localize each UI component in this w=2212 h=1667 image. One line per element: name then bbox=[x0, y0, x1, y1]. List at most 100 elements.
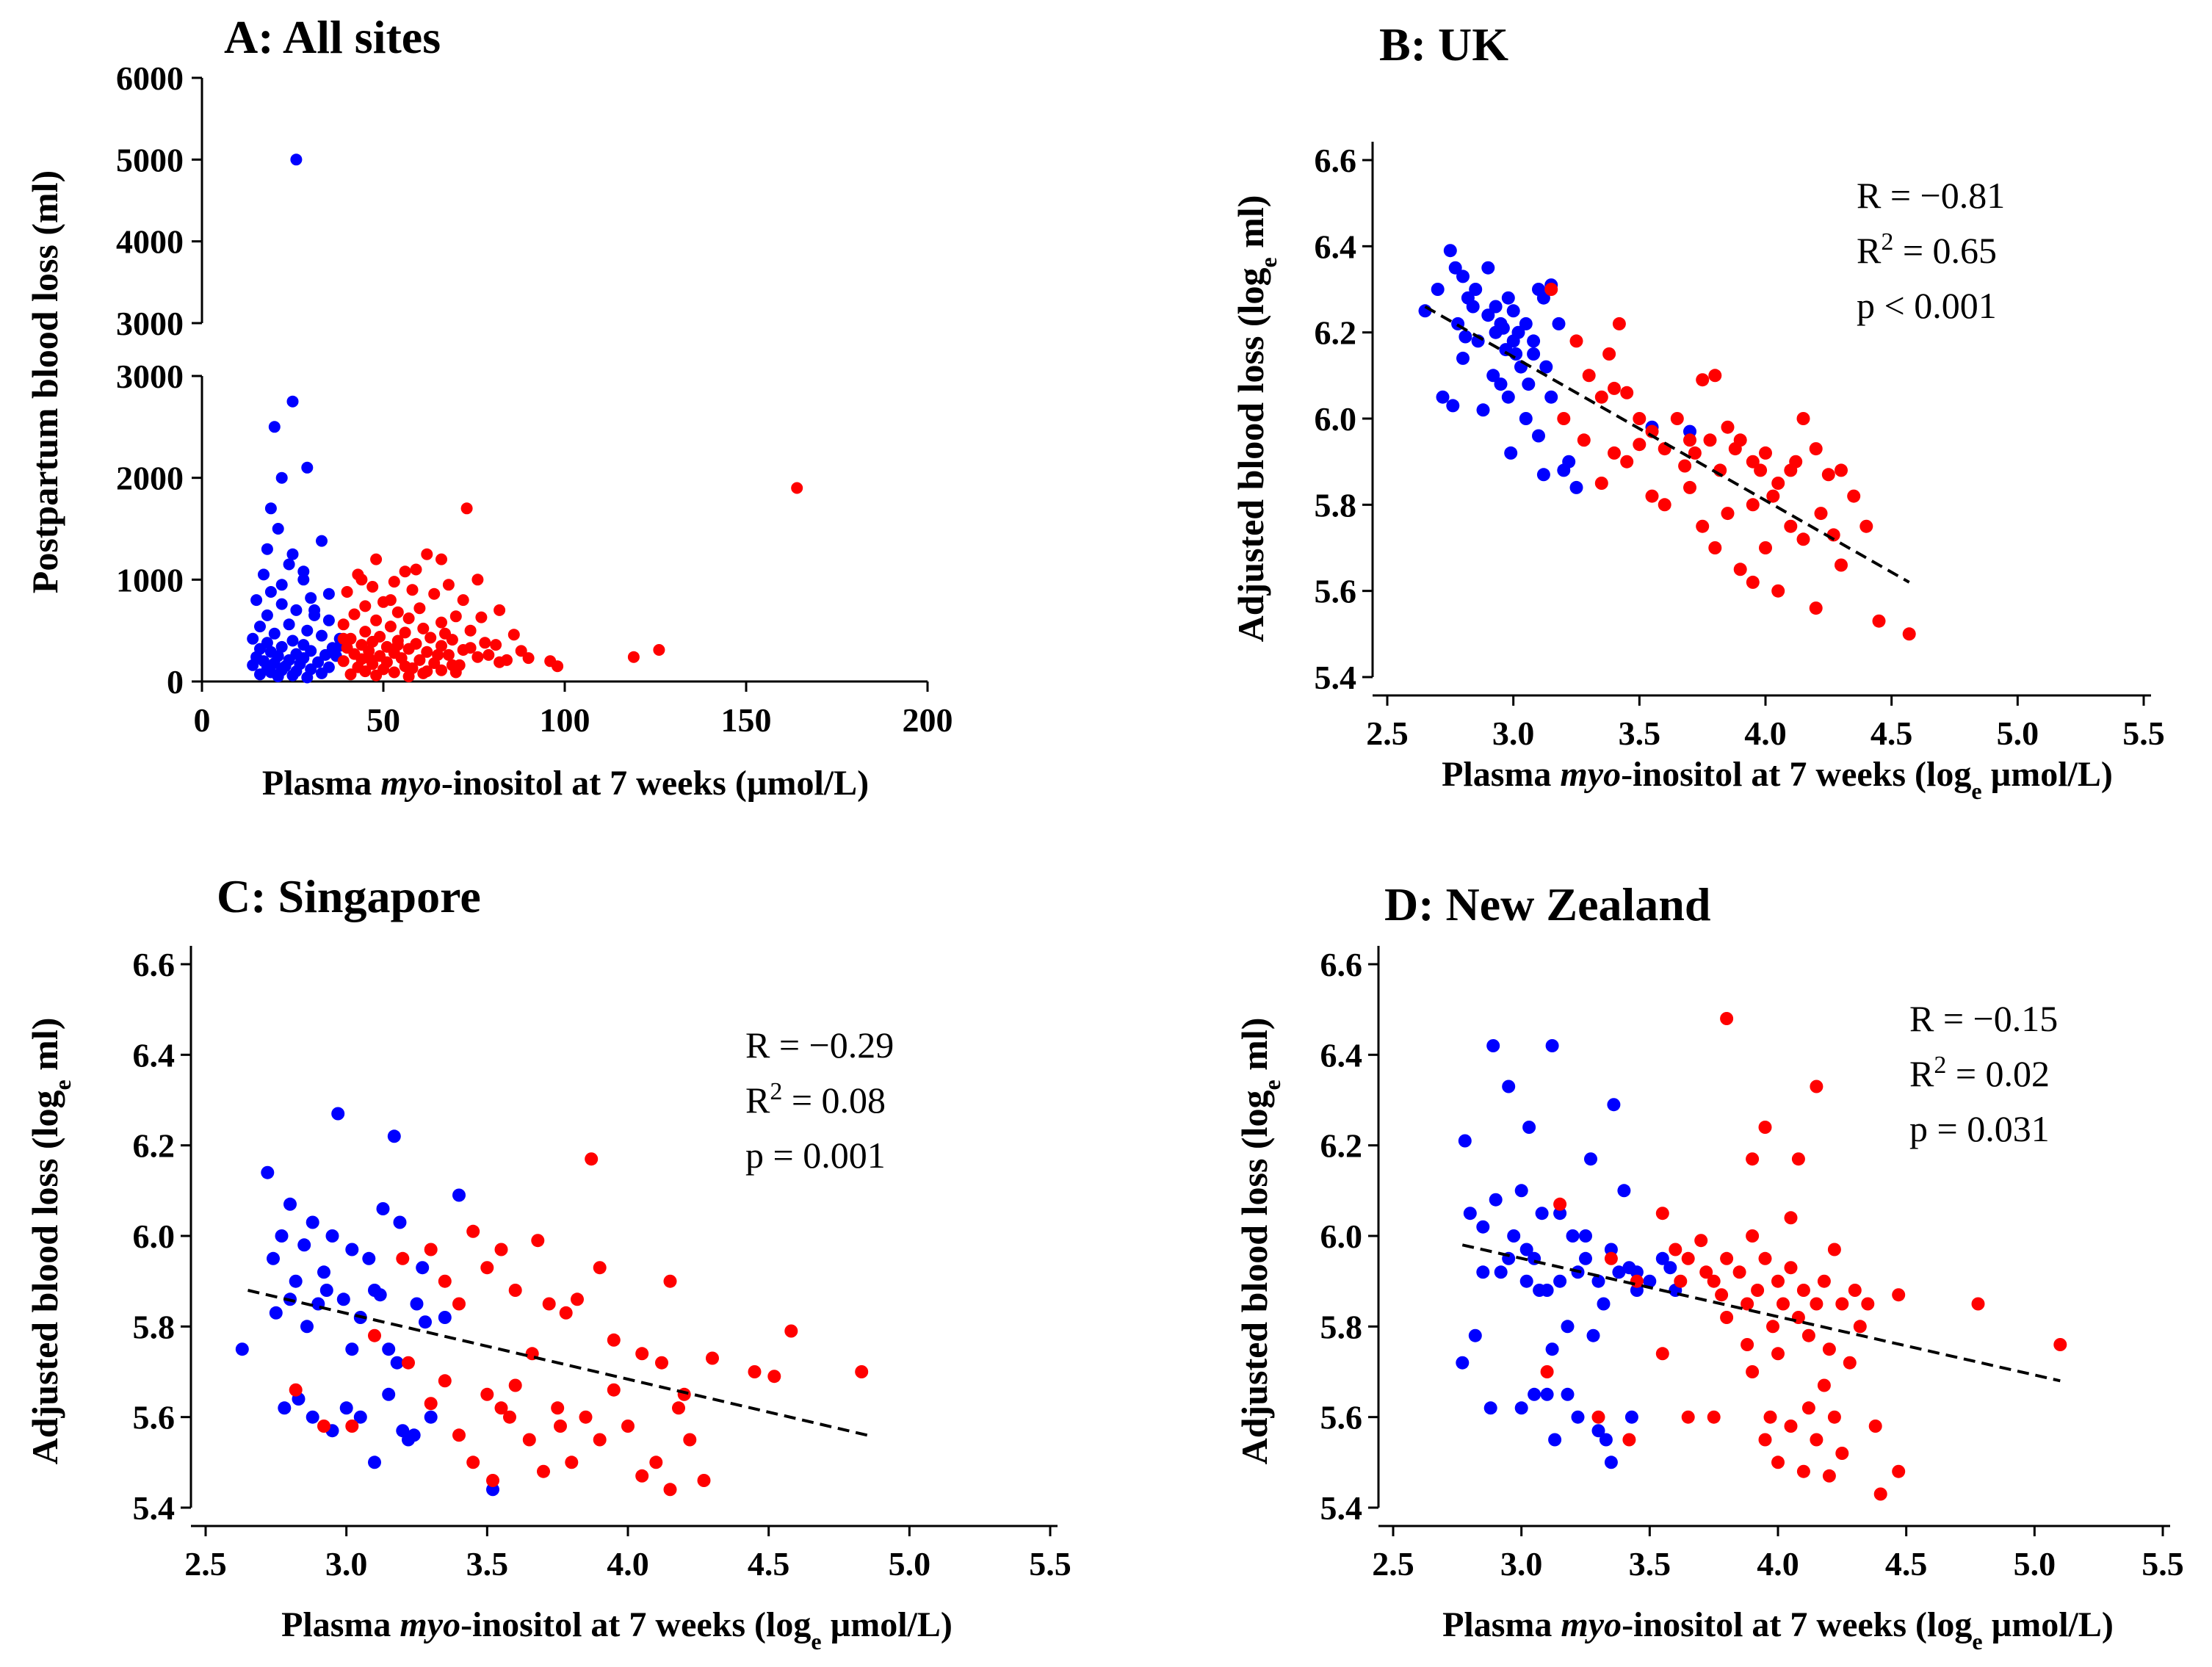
y-tick-label: 6.6 bbox=[133, 946, 176, 983]
scatter-point bbox=[1721, 420, 1735, 434]
scatter-point bbox=[316, 629, 328, 642]
scatter-point bbox=[1721, 507, 1735, 521]
scatter-point bbox=[1504, 446, 1518, 460]
scatter-point bbox=[1456, 351, 1470, 365]
scatter-point bbox=[1643, 1274, 1657, 1288]
scatter-point bbox=[748, 1365, 762, 1378]
scatter-point bbox=[297, 574, 310, 586]
series-low bbox=[247, 153, 346, 684]
y-tick-label: 5.4 bbox=[133, 1489, 176, 1527]
series-low bbox=[1456, 1039, 1683, 1469]
scatter-point bbox=[1448, 261, 1462, 275]
x-tick-label: 4.5 bbox=[1871, 715, 1913, 752]
scatter-point bbox=[391, 606, 404, 618]
y-axis-label: Postpartum blood loss (ml) bbox=[24, 170, 65, 593]
scatter-point bbox=[1528, 1387, 1541, 1401]
scatter-point bbox=[1784, 519, 1798, 533]
scatter-point bbox=[494, 1243, 508, 1256]
scatter-point bbox=[1796, 412, 1810, 425]
scatter-point bbox=[1633, 438, 1647, 452]
scatter-point bbox=[366, 635, 379, 648]
scatter-point bbox=[627, 651, 640, 663]
scatter-point bbox=[1658, 498, 1671, 512]
scatter-point bbox=[855, 1365, 869, 1378]
scatter-point bbox=[559, 1306, 573, 1320]
scatter-point bbox=[452, 1428, 466, 1442]
scatter-point bbox=[1620, 455, 1634, 469]
scatter-point bbox=[322, 587, 335, 600]
scatter-point bbox=[1827, 1410, 1841, 1424]
scatter-point bbox=[1469, 283, 1483, 296]
scatter-point bbox=[663, 1483, 677, 1497]
scatter-point bbox=[1720, 1311, 1734, 1324]
scatter-point bbox=[406, 584, 419, 596]
scatter-point bbox=[1681, 1410, 1695, 1424]
y-tick-label: 6.0 bbox=[1315, 400, 1357, 438]
scatter-point bbox=[1843, 1356, 1857, 1370]
scatter-point bbox=[1733, 563, 1747, 576]
x-tick-label: 2.5 bbox=[1372, 1545, 1414, 1583]
y-tick-label: 5000 bbox=[116, 141, 184, 178]
scatter-point bbox=[1571, 1410, 1585, 1424]
scatter-point bbox=[362, 1251, 376, 1265]
stats-box: R = −0.15 R2 = 0.02 p = 0.031 bbox=[1909, 998, 2058, 1149]
scatter-point bbox=[286, 669, 299, 681]
scatter-point bbox=[319, 1284, 333, 1297]
scatter-point bbox=[593, 1433, 607, 1447]
scatter-point bbox=[1552, 317, 1566, 330]
scatter-point bbox=[1859, 519, 1873, 533]
scatter-point bbox=[393, 1215, 407, 1229]
scatter-point bbox=[1645, 489, 1659, 503]
scatter-point bbox=[261, 1165, 275, 1179]
y-tick-label: 5.8 bbox=[1315, 486, 1357, 524]
scatter-point bbox=[402, 670, 415, 683]
scatter-point bbox=[1771, 477, 1785, 490]
y-tick-label: 6.6 bbox=[1315, 142, 1357, 179]
y-axis-label: Adjusted blood loss (loge ml) bbox=[24, 1018, 76, 1465]
scatter-point bbox=[1817, 1274, 1831, 1288]
scatter-point bbox=[387, 1129, 401, 1143]
scatter-point bbox=[672, 1401, 685, 1415]
scatter-point bbox=[1506, 334, 1520, 348]
scatter-point bbox=[1758, 1251, 1772, 1265]
scatter-point bbox=[435, 616, 447, 629]
scatter-point bbox=[1569, 480, 1583, 494]
scatter-point bbox=[1732, 1265, 1746, 1279]
scatter-point bbox=[1817, 1378, 1831, 1392]
scatter-point bbox=[1463, 1207, 1477, 1221]
scatter-point bbox=[370, 553, 383, 565]
scatter-point bbox=[452, 1188, 466, 1202]
scatter-point bbox=[275, 640, 288, 653]
x-tick-label: 2.5 bbox=[184, 1545, 227, 1583]
scatter-point bbox=[301, 671, 314, 684]
scatter-point bbox=[494, 1401, 508, 1415]
scatter-point bbox=[1892, 1464, 1906, 1478]
scatter-point bbox=[421, 646, 433, 658]
scatter-point bbox=[301, 461, 314, 474]
scatter-point bbox=[1535, 1207, 1549, 1221]
scatter-point bbox=[435, 553, 447, 565]
series-high bbox=[1544, 283, 1916, 641]
scatter-point bbox=[494, 604, 506, 616]
scatter-point bbox=[1655, 1347, 1669, 1361]
scatter-point bbox=[283, 558, 295, 571]
scatter-point bbox=[593, 1261, 607, 1275]
scatter-point bbox=[1584, 1152, 1597, 1166]
scatter-point bbox=[663, 1274, 677, 1288]
scatter-point bbox=[402, 643, 415, 655]
scatter-point bbox=[442, 648, 455, 661]
stats-box: R = −0.29 R2 = 0.08 p = 0.001 bbox=[745, 1024, 894, 1176]
scatter-point bbox=[368, 1456, 381, 1469]
scatter-point bbox=[565, 1456, 579, 1469]
scatter-point bbox=[1720, 1251, 1734, 1265]
scatter-point bbox=[1506, 304, 1520, 318]
scatter-point bbox=[464, 642, 477, 654]
scatter-point bbox=[355, 574, 368, 586]
panel-points bbox=[1418, 244, 1916, 641]
scatter-point bbox=[1496, 321, 1510, 335]
scatter-point bbox=[312, 656, 325, 668]
scatter-point bbox=[1501, 390, 1515, 404]
scatter-point bbox=[1699, 1265, 1713, 1279]
scatter-point bbox=[1746, 575, 1760, 589]
scatter-point bbox=[359, 626, 372, 638]
